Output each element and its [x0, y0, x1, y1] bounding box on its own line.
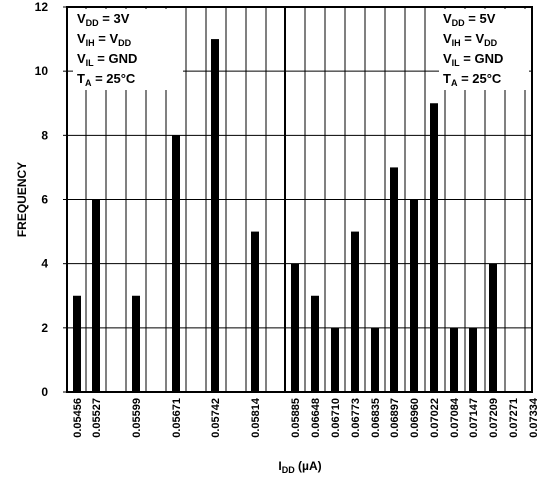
x-tick-label: 0.06897	[389, 398, 401, 438]
x-tick-label: 0.05599	[131, 398, 143, 438]
x-tick-label: 0.07022	[429, 398, 441, 438]
bar-0.05814	[251, 231, 259, 392]
x-tick-label: 0.06710	[330, 398, 342, 438]
y-tick-label: 12	[35, 0, 49, 14]
x-tick-label: 0.06960	[409, 398, 421, 438]
x-tick-label: 0.05527	[91, 398, 103, 438]
x-tick-label: 0.07334	[528, 397, 540, 438]
annotation-line: VIL = GND	[77, 51, 137, 68]
y-tick-label: 2	[41, 321, 48, 335]
bar-0.06773	[351, 231, 359, 392]
y-tick-label: 8	[41, 128, 48, 142]
annotation-line: VDD = 5V	[443, 11, 496, 28]
bar-0.06835	[371, 327, 379, 392]
x-tick-label: 0.05814	[250, 397, 262, 438]
bar-0.05885	[291, 263, 299, 392]
x-tick-label: 0.07147	[468, 398, 480, 438]
x-tick-label: 0.06835	[370, 398, 382, 438]
bar-0.05671	[172, 135, 180, 393]
condition-annotations: VDD = 3V VIH = VDD VIL = GND TA = 25°C VDD =…	[73, 9, 529, 90]
bars	[73, 39, 497, 393]
bar-0.06648	[311, 295, 319, 392]
bar-0.06897	[390, 167, 398, 392]
annotation-line: VIH = VDD	[77, 31, 132, 48]
bar-0.06710	[331, 327, 339, 392]
x-tick-label: 0.06773	[350, 398, 362, 438]
y-tick-label: 6	[41, 193, 48, 207]
bar-0.07209	[489, 263, 497, 392]
x-tick-label: 0.07084	[449, 397, 461, 438]
bar-0.05742	[211, 39, 219, 392]
y-axis-label: FREQUENCY	[15, 162, 29, 237]
y-tick-label: 0	[41, 385, 48, 399]
annotation-line: VIH = VDD	[443, 31, 498, 48]
bar-0.07084	[450, 327, 458, 392]
bar-0.07022	[430, 103, 438, 392]
y-tick-label: 4	[41, 257, 48, 271]
x-tick-label: 0.06648	[310, 398, 322, 438]
annotation-line: VIL = GND	[443, 51, 503, 68]
x-tick-label: 0.07209	[488, 398, 500, 438]
annotation-line: TA = 25°C	[77, 71, 136, 88]
bar-0.06960	[410, 199, 418, 392]
x-tick-label: 0.05671	[171, 398, 183, 438]
x-tick-label: 0.05742	[210, 398, 222, 438]
annotation-line: VDD = 3V	[77, 11, 130, 28]
bar-0.05456	[73, 295, 81, 392]
x-tick-label: 0.07271	[508, 398, 520, 438]
bar-0.05527	[92, 199, 100, 392]
annotation-box-right	[439, 9, 529, 90]
x-tick-label: 0.05885	[290, 398, 302, 438]
axes: 0 2 4 6 8 10 12 FREQUENCY 0.05456 0.05527 0.05599 0…	[15, 0, 540, 475]
x-axis-label: IDD (µA)	[278, 459, 321, 475]
annotation-box-left	[73, 9, 183, 90]
y-tick-label: 10	[35, 64, 49, 78]
annotation-line: TA = 25°C	[443, 71, 502, 88]
x-tick-label: 0.05456	[72, 398, 84, 438]
bar-0.05599	[132, 295, 140, 392]
bar-0.07147	[469, 327, 477, 392]
